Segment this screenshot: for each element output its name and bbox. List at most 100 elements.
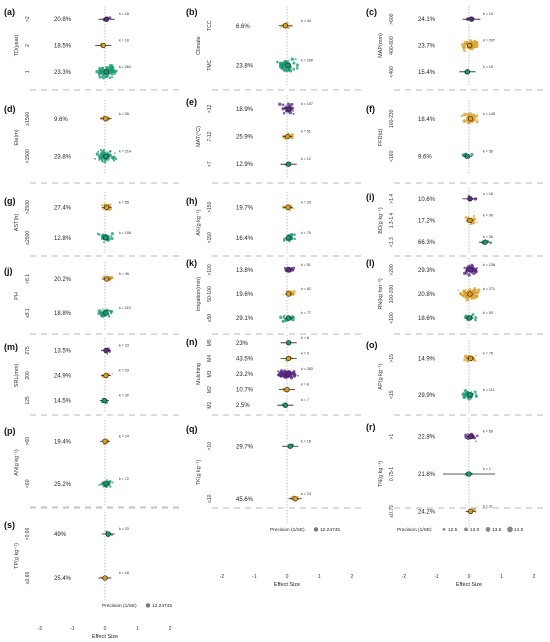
effect-point	[291, 107, 295, 110]
k-label: k = 33	[301, 200, 311, 204]
mean-estimate	[292, 496, 298, 502]
effect-point	[114, 72, 117, 75]
effect-point	[280, 26, 282, 29]
mean-estimate	[467, 217, 473, 224]
y-axis-label: AK(g kg⁻¹)	[196, 209, 202, 235]
percent-label: 43.5%	[236, 356, 254, 362]
effect-point	[470, 40, 473, 43]
effect-point	[110, 276, 113, 279]
effect-point	[292, 61, 296, 65]
percent-label: 49%	[54, 532, 67, 538]
k-label: k = 62	[301, 287, 311, 291]
effect-point	[461, 45, 465, 49]
mean-estimate	[285, 291, 292, 297]
mean-estimate	[285, 106, 292, 112]
effect-point	[108, 237, 111, 241]
legend-size-marker	[507, 526, 513, 533]
effect-point	[101, 207, 105, 210]
effect-point	[466, 360, 470, 363]
effect-point	[105, 479, 108, 482]
category-tick-label: >8.1	[25, 274, 31, 284]
mean-estimate	[103, 347, 109, 354]
k-label: k = 200	[301, 58, 313, 62]
y-axis-label: RN(kg hm⁻²)	[378, 278, 384, 309]
mean-estimate	[467, 267, 474, 273]
category-row: <150 16.4% k = 79	[207, 231, 311, 244]
y-axis-label: MAT(°C)	[196, 126, 202, 147]
percent-label: 16.4%	[236, 236, 254, 242]
effect-point	[464, 391, 467, 394]
k-label: k = 7	[301, 398, 309, 402]
k-label: k = 107	[301, 102, 313, 106]
effect-point	[99, 148, 103, 152]
category-tick-label: >12	[207, 104, 213, 113]
percent-label: 29.3%	[418, 268, 436, 274]
mean-estimate	[467, 392, 473, 398]
k-label: k = 15	[483, 65, 493, 69]
category-row: 7-12 25.9% k = 51	[207, 130, 311, 142]
category-row: <7 12.9% k = 12	[207, 157, 311, 168]
y-axis-label: AP(g kg⁻¹)	[378, 363, 384, 389]
category-row: 1 23.3% k = 263	[25, 63, 131, 80]
effect-point	[291, 109, 294, 112]
k-label: k = 23	[119, 527, 129, 531]
effect-point	[101, 150, 105, 153]
effect-point	[470, 296, 473, 299]
effect-point	[280, 373, 284, 376]
legend-title: Precision (1/SE)	[270, 527, 305, 533]
effect-point	[481, 240, 483, 242]
k-label: k = 8	[301, 336, 309, 340]
percent-label: 23.7%	[418, 44, 436, 50]
category-tick-label: 50-100	[207, 286, 213, 302]
k-label: k = 18	[119, 571, 129, 575]
mean-estimate	[103, 153, 109, 159]
category-tick-label: 160-230	[389, 109, 395, 128]
effect-point	[465, 298, 469, 302]
effect-point	[467, 433, 469, 435]
legend-value: 13.0	[470, 527, 480, 533]
y-axis-label: Mulching	[196, 363, 202, 385]
mean-estimate	[285, 133, 291, 140]
effect-point	[282, 293, 285, 296]
effect-point	[288, 209, 291, 212]
percent-label: 29.7%	[236, 444, 254, 450]
percent-label: 9.6%	[418, 154, 432, 160]
y-axis-label: Ele(m)	[14, 129, 20, 145]
mean-estimate	[103, 16, 110, 22]
percent-label: 29.1%	[236, 316, 254, 322]
effect-point	[282, 319, 284, 322]
category-row: <1500 23.8% k = 214	[25, 148, 131, 164]
effect-point	[109, 309, 114, 314]
mean-estimate	[467, 291, 473, 297]
effect-point	[291, 372, 294, 374]
category-tick-label: <15	[389, 390, 395, 399]
panel-label: (c)	[366, 7, 377, 17]
percent-label: 23.2%	[236, 372, 254, 378]
panel-label: (j)	[4, 266, 13, 276]
category-tick-label: 7-12	[207, 131, 213, 141]
effect-point	[105, 65, 108, 69]
k-label: k = 106	[119, 231, 131, 235]
category-tick-label: >150	[207, 201, 213, 212]
k-label: k = 9	[301, 351, 309, 355]
effect-point	[465, 288, 467, 291]
panel-label: (m)	[4, 342, 18, 352]
effect-point	[472, 43, 477, 48]
x-tick-label: -2	[38, 626, 43, 632]
effect-point	[110, 67, 113, 70]
percent-label: 20.8%	[54, 17, 72, 23]
effect-point	[464, 114, 466, 117]
effect-point	[293, 207, 295, 210]
k-label: k = 110	[119, 306, 131, 310]
k-label: k = 55	[119, 200, 129, 204]
percent-label: 20.2%	[54, 277, 72, 283]
panel-s: (s) TP(g kg⁻¹) >0.66 49% k = 23 ≤0.66 25.4% k =…	[4, 512, 172, 640]
effect-point	[473, 286, 476, 290]
k-label: k = 24	[301, 492, 311, 496]
effect-point	[472, 358, 476, 361]
effect-point	[101, 66, 104, 69]
x-tick-label: 1	[318, 574, 321, 580]
effect-point	[465, 316, 467, 318]
mean-estimate	[285, 235, 292, 241]
effect-point	[470, 152, 474, 157]
